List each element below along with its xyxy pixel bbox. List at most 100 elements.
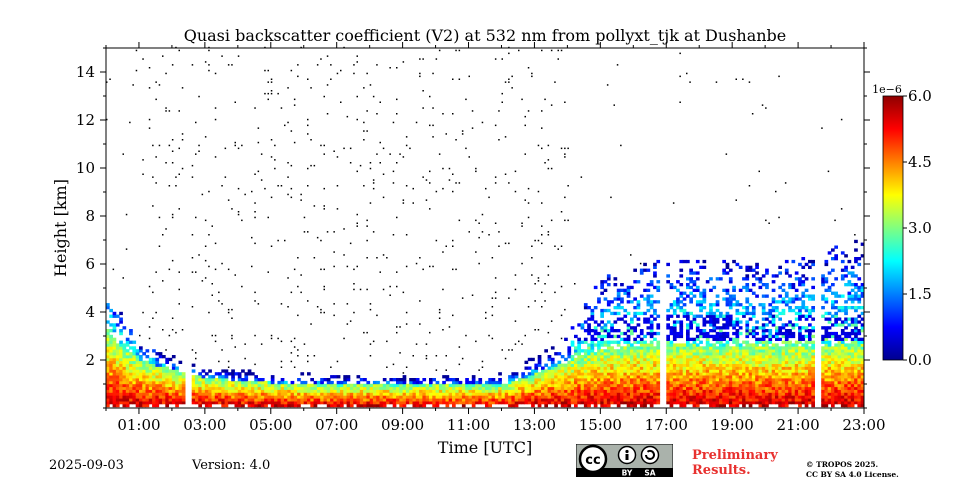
- heatmap-cell: [468, 383, 473, 388]
- heatmap-cell: [461, 133, 464, 135]
- heatmap-cell: [537, 355, 542, 359]
- heatmap-cell: [745, 349, 750, 353]
- heatmap-cell: [844, 352, 848, 356]
- heatmap-cell: [112, 383, 117, 388]
- heatmap-cell: [857, 383, 862, 388]
- heatmap-cell: [343, 386, 347, 390]
- heatmap-cell: [452, 386, 456, 390]
- heatmap-cell: [597, 340, 601, 344]
- heatmap-cell: [148, 395, 153, 399]
- heatmap-cell: [557, 389, 562, 393]
- heatmap-cell: [501, 92, 503, 95]
- heatmap-cell: [135, 69, 138, 72]
- heatmap-cell: [857, 355, 862, 359]
- heatmap-cell: [709, 346, 713, 350]
- heatmap-cell: [775, 190, 777, 193]
- heatmap-cell: [109, 386, 113, 390]
- heatmap-cell: [722, 366, 726, 370]
- heatmap-cell: [669, 343, 674, 347]
- heatmap-cell: [227, 386, 232, 390]
- heatmap-cell: [122, 355, 127, 359]
- heatmap-cell: [679, 101, 681, 103]
- heatmap-cell: [643, 363, 647, 367]
- heatmap-cell: [633, 392, 637, 396]
- heatmap-cell: [827, 326, 832, 330]
- heatmap-cell: [692, 355, 697, 359]
- heatmap-cell: [824, 357, 829, 362]
- heatmap-cell: [587, 389, 591, 393]
- heatmap-cell: [656, 340, 661, 344]
- heatmap-cell: [742, 349, 746, 353]
- heatmap-cell: [788, 329, 792, 333]
- heatmap-cell: [178, 271, 180, 273]
- heatmap-cell: [751, 398, 756, 402]
- heatmap-cell: [646, 331, 651, 336]
- heatmap-cell: [768, 314, 773, 318]
- heatmap-cell: [784, 395, 789, 399]
- heatmap-cell: [251, 401, 255, 405]
- heatmap-cell: [396, 401, 400, 405]
- heatmap-cell: [679, 375, 684, 379]
- heatmap-cell: [824, 360, 829, 364]
- heatmap-cell: [201, 378, 206, 382]
- heatmap-cell: [850, 380, 855, 385]
- heatmap-cell: [297, 392, 301, 396]
- heatmap-cell: [606, 84, 609, 86]
- heatmap-cell: [761, 375, 766, 379]
- heatmap-cell: [125, 337, 130, 341]
- heatmap-cell: [119, 392, 123, 396]
- heatmap-cell: [122, 372, 127, 376]
- heatmap-cell: [850, 343, 855, 347]
- heatmap-cell: [623, 349, 628, 353]
- heatmap-cell: [181, 389, 186, 393]
- heatmap-cell: [379, 389, 384, 393]
- heatmap-cell: [666, 326, 670, 330]
- heatmap-cell: [171, 355, 176, 359]
- heatmap-cell: [811, 352, 815, 356]
- heatmap-cell: [369, 308, 372, 311]
- heatmap-cell: [310, 164, 312, 167]
- heatmap-cell: [336, 395, 341, 399]
- heatmap-cell: [854, 401, 858, 405]
- heatmap-cell: [679, 378, 684, 382]
- heatmap-cell: [198, 383, 202, 388]
- heatmap-cell: [227, 308, 230, 311]
- heatmap-cell: [475, 395, 479, 399]
- heatmap-cell: [432, 136, 434, 138]
- heatmap-cell: [722, 355, 726, 359]
- heatmap-cell: [254, 401, 258, 405]
- heatmap-cell: [735, 352, 740, 356]
- heatmap-cell: [834, 257, 838, 261]
- heatmap-cell: [775, 383, 779, 388]
- heatmap-cell: [613, 104, 615, 106]
- heatmap-cell: [544, 300, 546, 302]
- heatmap-cell: [597, 366, 601, 370]
- heatmap-cell: [501, 101, 503, 103]
- heatmap-cell: [804, 340, 809, 344]
- heatmap-cell: [689, 363, 693, 367]
- heatmap-cell: [751, 378, 756, 382]
- heatmap-cell: [323, 389, 328, 393]
- heatmap-cell: [409, 147, 411, 150]
- heatmap-cell: [636, 311, 641, 316]
- heatmap-cell: [307, 355, 309, 357]
- heatmap-cell: [234, 398, 239, 402]
- heatmap-cell: [432, 398, 436, 402]
- heatmap-cell: [649, 403, 654, 408]
- heatmap-cell: [719, 360, 723, 364]
- heatmap-cell: [557, 375, 562, 379]
- heatmap-cell: [646, 346, 651, 350]
- heatmap-cell: [854, 386, 858, 390]
- heatmap-cell: [363, 389, 367, 393]
- heatmap-cell: [702, 378, 707, 382]
- heatmap-cell: [715, 331, 720, 336]
- heatmap-cell: [142, 383, 146, 388]
- heatmap-cell: [511, 401, 516, 405]
- heatmap-cell: [613, 389, 618, 393]
- heatmap-cell: [458, 392, 463, 396]
- heatmap-cell: [821, 401, 825, 405]
- heatmap-cell: [837, 346, 842, 350]
- heatmap-cell: [689, 349, 693, 353]
- heatmap-cell: [804, 314, 809, 318]
- heatmap-cell: [771, 366, 776, 370]
